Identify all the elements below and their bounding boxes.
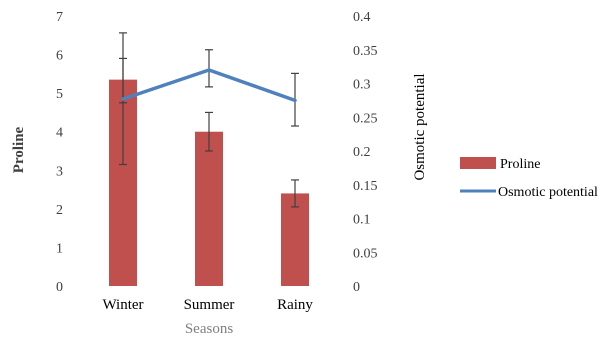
- y-tick-2: 2: [56, 203, 63, 218]
- line-osmotic-potential: [121, 68, 297, 103]
- bars-layer: [109, 79, 309, 287]
- y2-tick-0.4: 0.4: [353, 10, 371, 25]
- left-axis-ticks: 0 1 2 3 4 5 6 7: [56, 10, 63, 295]
- y2-axis-title: Osmotic potential: [412, 73, 428, 180]
- y-tick-3: 3: [56, 164, 63, 179]
- x-axis-categories: Winter Summer Rainy: [102, 297, 313, 313]
- y-tick-7: 7: [56, 10, 63, 25]
- x-axis-title: Seasons: [185, 321, 233, 337]
- legend-label-proline: Proline: [500, 157, 540, 172]
- x-category-rainy: Rainy: [277, 297, 313, 313]
- x-category-summer: Summer: [184, 297, 235, 313]
- legend-swatch-proline: [460, 157, 496, 169]
- legend-label-osmotic: Osmotic potential: [498, 185, 598, 200]
- x-category-winter: Winter: [102, 297, 143, 313]
- error-bar-proline-summer: [205, 111, 213, 152]
- y-tick-6: 6: [56, 49, 63, 64]
- y2-tick-0.05: 0.05: [353, 246, 378, 261]
- y2-tick-0.3: 0.3: [353, 78, 371, 93]
- y2-tick-0.25: 0.25: [353, 111, 378, 126]
- y-tick-1: 1: [56, 241, 63, 256]
- y2-tick-0.35: 0.35: [353, 44, 378, 59]
- bar-rainy: [281, 193, 309, 286]
- y-tick-0: 0: [56, 280, 63, 295]
- error-bar-proline-rainy: [291, 179, 299, 208]
- legend: Proline Osmotic potential: [460, 157, 598, 200]
- y-tick-5: 5: [56, 87, 63, 102]
- y-axis-title: Proline: [11, 126, 27, 173]
- y-tick-4: 4: [56, 126, 63, 141]
- bar-summer: [195, 131, 223, 286]
- y2-tick-0.2: 0.2: [353, 145, 371, 160]
- right-axis-ticks: 0 0.05 0.1 0.15 0.2 0.25 0.3 0.35 0.4: [353, 10, 378, 295]
- y2-tick-0.1: 0.1: [353, 213, 371, 228]
- y2-tick-0.15: 0.15: [353, 179, 378, 194]
- line-layer: [121, 68, 297, 103]
- y2-tick-0: 0: [353, 280, 360, 295]
